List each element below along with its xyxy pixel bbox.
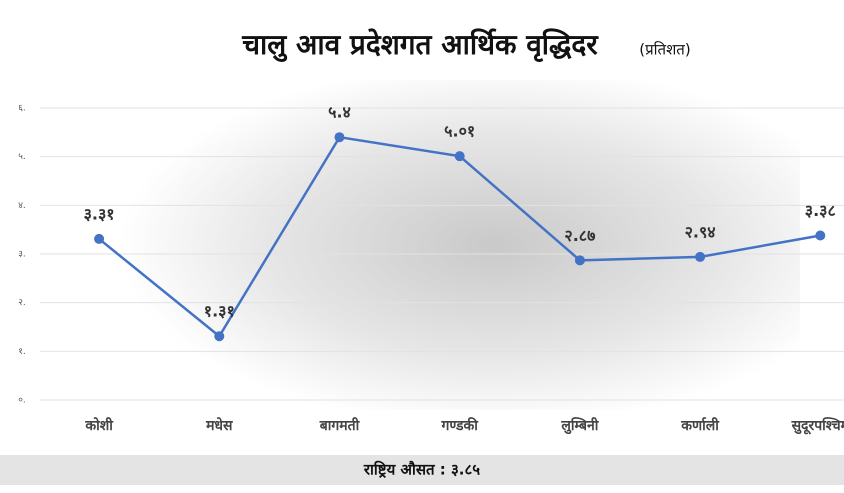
data-label: १.३१ (204, 302, 235, 321)
y-tick-label: ५. (18, 152, 26, 162)
x-tick-label: गण्डकी (440, 417, 479, 434)
photo-backdrop (120, 80, 800, 410)
point (695, 251, 706, 262)
y-tick-label: ०. (18, 396, 26, 406)
point (454, 151, 465, 162)
y-tick-label: २. (18, 298, 26, 308)
footer-band (0, 455, 844, 485)
data-label: ५.४ (328, 103, 351, 122)
y-tick-label: ६. (18, 104, 26, 114)
x-tick-label: बागमती (319, 417, 361, 434)
data-label: २.९४ (685, 222, 716, 241)
x-tick-label: मधेस (205, 417, 233, 434)
y-tick-label: ३. (18, 250, 26, 260)
y-tick-label: १. (18, 347, 26, 357)
x-tick-label: कोशी (84, 417, 114, 434)
point (214, 331, 225, 342)
x-tick-label: कर्णाली (680, 417, 720, 434)
data-label: ३.३१ (84, 204, 115, 223)
annotation: राष्ट्रिय औसत : ३.८५ (363, 461, 480, 479)
chart-subtitle: (प्रतिशत) (639, 41, 690, 59)
data-label: ३.३८ (805, 201, 836, 220)
x-tick-label: सुदूरपश्चिम (791, 417, 844, 435)
point (815, 230, 826, 241)
data-label: ५.०१ (444, 122, 475, 141)
point (334, 132, 345, 143)
point (574, 255, 585, 266)
point (94, 233, 105, 244)
chart-title: चालु आव प्रदेशगत आर्थिक वृद्धिदर (241, 28, 599, 62)
y-tick-label: ४. (18, 201, 26, 211)
data-label: २.८७ (564, 226, 595, 245)
x-tick-label: लुम्बिनी (560, 417, 599, 435)
